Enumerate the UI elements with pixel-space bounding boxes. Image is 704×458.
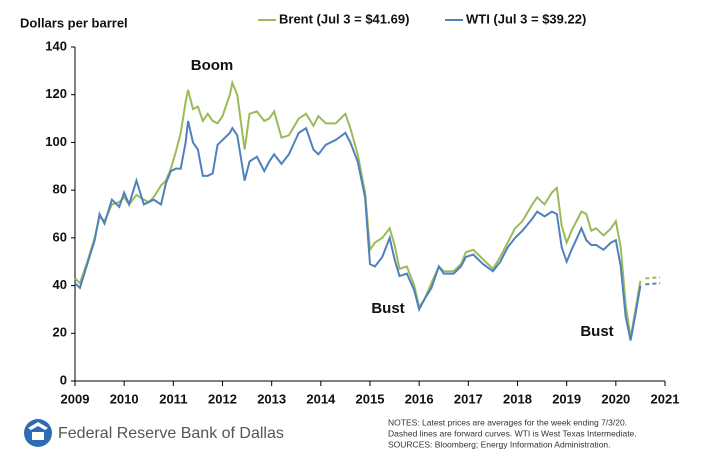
note: SOURCES: Bloomberg; Energy Information A… xyxy=(388,439,611,449)
y-tick-label: 120 xyxy=(45,86,67,101)
note: NOTES: Latest prices are averages for th… xyxy=(388,417,627,427)
y-axis-label: Dollars per barrel xyxy=(20,15,128,30)
x-tick-label: 2011 xyxy=(159,391,187,406)
annotation: Bust xyxy=(580,323,613,340)
x-tick-label: 2009 xyxy=(61,391,90,406)
x-tick-label: 2020 xyxy=(601,391,630,406)
source: Federal Reserve Bank of Dallas xyxy=(58,425,284,442)
y-tick-label: 80 xyxy=(53,182,67,197)
y-tick-label: 0 xyxy=(60,372,67,387)
legend-label: Brent (Jul 3 = $41.69) xyxy=(279,11,409,26)
line-series xyxy=(74,120,642,341)
x-tick-label: 2013 xyxy=(257,391,286,406)
forward-curve xyxy=(645,276,661,280)
y-tick-label: 20 xyxy=(53,325,67,340)
x-tick-label: 2010 xyxy=(110,391,139,406)
y-tick-label: 60 xyxy=(53,229,67,244)
x-tick-label: 2018 xyxy=(503,391,532,406)
annotation: Boom xyxy=(191,57,234,74)
line-series xyxy=(74,79,642,339)
forward-curve xyxy=(645,282,661,286)
x-tick-label: 2016 xyxy=(405,391,434,406)
x-tick-label: 2012 xyxy=(208,391,237,406)
note: Dashed lines are forward curves. WTI is … xyxy=(388,428,637,438)
x-tick-label: 2019 xyxy=(552,391,581,406)
x-tick-label: 2015 xyxy=(356,391,385,406)
x-tick-label: 2014 xyxy=(306,391,336,406)
annotation: Bust xyxy=(371,300,404,317)
legend-label: WTI (Jul 3 = $39.22) xyxy=(466,11,586,26)
y-tick-label: 140 xyxy=(45,38,67,53)
y-tick-label: 100 xyxy=(45,134,67,149)
x-tick-label: 2021 xyxy=(651,391,680,406)
x-tick-label: 2017 xyxy=(454,391,483,406)
logo xyxy=(24,419,52,447)
y-tick-label: 40 xyxy=(53,277,67,292)
